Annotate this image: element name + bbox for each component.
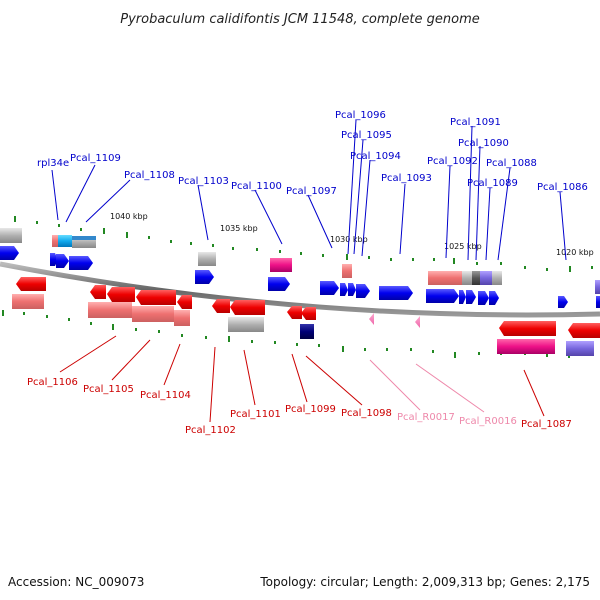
gene-label[interactable]: Pcal_1099 — [285, 404, 336, 415]
reverse-gene[interactable] — [16, 277, 46, 291]
forward-gene[interactable] — [478, 291, 489, 305]
scale-label-1020: 1020 kbp — [556, 248, 594, 257]
upper-tick-track — [14, 216, 593, 272]
forward-gene[interactable] — [426, 289, 459, 303]
forward-gene[interactable] — [0, 246, 19, 260]
gene-label[interactable]: Pcal_1092 — [427, 156, 478, 167]
gene-label[interactable]: Pcal_1086 — [537, 182, 588, 193]
gene-label[interactable]: Pcal_1095 — [341, 130, 392, 141]
reverse-strand-track — [16, 277, 600, 338]
reverse-gene[interactable] — [287, 306, 302, 319]
gene-label[interactable]: Pcal_1091 — [450, 117, 501, 128]
accession-text: Accession: NC_009073 — [8, 575, 144, 589]
forward-gene[interactable] — [56, 254, 69, 268]
rna-gene[interactable] — [415, 316, 420, 328]
reverse-gene[interactable] — [136, 290, 176, 305]
forward-gene[interactable] — [69, 256, 93, 270]
forward-leader-lines — [51, 119, 567, 261]
gene-label[interactable]: Pcal_1089 — [467, 178, 518, 189]
gene-label[interactable]: Pcal_1098 — [341, 408, 392, 419]
upper-homology-track — [0, 228, 600, 294]
gene-label[interactable]: Pcal_1109 — [70, 153, 121, 164]
forward-gene[interactable] — [268, 277, 290, 291]
forward-gene[interactable] — [340, 283, 348, 296]
forward-gene[interactable] — [356, 284, 370, 298]
forward-gene[interactable] — [459, 290, 466, 304]
reverse-gene[interactable] — [212, 299, 230, 313]
rna-leader-lines — [369, 359, 485, 413]
gene-label[interactable]: Pcal_R0017 — [397, 412, 455, 423]
reverse-gene[interactable] — [177, 295, 192, 309]
gene-label[interactable]: Pcal_1096 — [335, 110, 386, 121]
map-title: Pyrobaculum calidifontis JCM 11548, comp… — [120, 12, 480, 27]
gene-label[interactable]: Pcal_1093 — [381, 173, 432, 184]
gene-label[interactable]: Pcal_1102 — [185, 425, 236, 436]
gene-label[interactable]: Pcal_1087 — [521, 419, 572, 430]
forward-gene[interactable] — [558, 296, 568, 308]
gene-label[interactable]: Pcal_1106 — [27, 377, 78, 388]
forward-strand-track — [0, 246, 600, 308]
forward-gene[interactable] — [596, 296, 600, 308]
gene-label[interactable]: rpl34e — [37, 158, 69, 169]
gene-label[interactable]: Pcal_1104 — [140, 390, 191, 401]
gene-label[interactable]: Pcal_1103 — [178, 176, 229, 187]
gene-label[interactable]: Pcal_1100 — [231, 181, 282, 192]
reverse-leader-lines — [59, 335, 545, 423]
reverse-gene[interactable] — [568, 323, 600, 338]
rna-gene[interactable] — [369, 313, 374, 325]
forward-gene[interactable] — [195, 270, 214, 284]
scale-label-1035: 1035 kbp — [220, 224, 258, 233]
genome-backbone — [0, 261, 600, 318]
forward-gene[interactable] — [379, 286, 413, 300]
scale-label-1040: 1040 kbp — [110, 212, 148, 221]
forward-gene[interactable] — [466, 290, 476, 304]
gene-label[interactable]: Pcal_R0016 — [459, 416, 517, 427]
gene-label[interactable]: Pcal_1105 — [83, 384, 134, 395]
forward-gene[interactable] — [320, 281, 339, 295]
reverse-gene[interactable] — [230, 300, 265, 315]
gene-label[interactable]: Pcal_1090 — [458, 138, 509, 149]
scale-label-1025: 1025 kbp — [444, 242, 482, 251]
forward-gene[interactable] — [348, 283, 356, 296]
gene-label[interactable]: Pcal_1094 — [350, 151, 401, 162]
gene-label[interactable]: Pcal_1088 — [486, 158, 537, 169]
reverse-gene[interactable] — [107, 287, 135, 302]
forward-gene[interactable] — [489, 291, 499, 305]
reverse-gene[interactable] — [499, 321, 556, 336]
lower-homology-track — [12, 294, 594, 356]
gene-label[interactable]: Pcal_1101 — [230, 409, 281, 420]
gene-label[interactable]: Pcal_1097 — [286, 186, 337, 197]
reverse-gene[interactable] — [301, 307, 316, 320]
topology-summary: Topology: circular; Length: 2,009,313 bp… — [259, 575, 590, 589]
gene-label[interactable]: Pcal_1108 — [124, 170, 175, 181]
reverse-gene[interactable] — [90, 285, 106, 299]
